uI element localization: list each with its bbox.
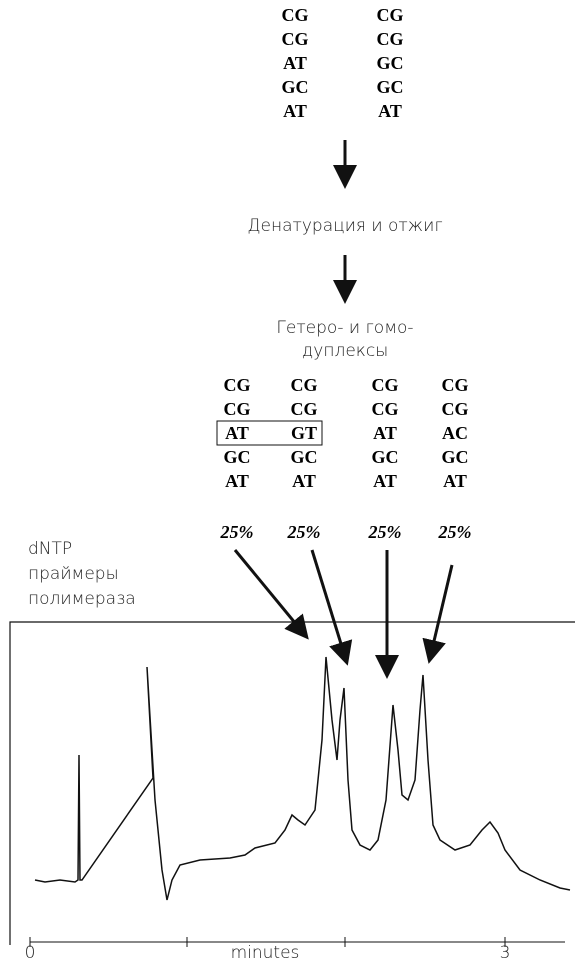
percentage: 25%: [438, 522, 472, 542]
reagent: полимераза: [28, 589, 136, 609]
base-pair: GC: [224, 447, 251, 467]
highlight-box: [216, 420, 323, 446]
base-pair: AT: [378, 101, 402, 121]
arrows: [233, 549, 454, 679]
reagent: праймеры: [28, 564, 119, 584]
base-pair: CG: [224, 375, 251, 395]
base-pair: GC: [442, 447, 469, 467]
base-pair: CG: [291, 399, 318, 419]
step-label: Денатурация и отжиг: [247, 216, 442, 236]
base-pair: GC: [291, 447, 318, 467]
base-pair: AT: [283, 53, 307, 73]
chart-frame: [9, 621, 575, 945]
duplexes: CG CG AT GC AT CG CG GT GC AT CG CG AT GC AT CG CG AC GC AT…: [220, 375, 472, 542]
base-pair: CG: [224, 399, 251, 419]
x-tick-label: 0: [25, 943, 36, 960]
base-pair: CG: [282, 29, 309, 49]
reagent: dNTP: [28, 539, 72, 559]
percentage: 25%: [220, 522, 254, 542]
base-pair: GC: [372, 447, 399, 467]
base-pair: AT: [283, 101, 307, 121]
base-pair: GC: [282, 77, 309, 97]
base-pair: CG: [377, 29, 404, 49]
base-pair: CG: [291, 375, 318, 395]
base-pair: AT: [292, 471, 316, 491]
x-axis-label: minutes: [231, 943, 300, 960]
step-label: Гетеро- и гомо-: [276, 318, 413, 338]
base-pair: GC: [377, 77, 404, 97]
base-pair: CG: [372, 375, 399, 395]
base-pair: GT: [291, 423, 317, 443]
x-tick-label: 3: [500, 943, 511, 960]
percentage: 25%: [287, 522, 321, 542]
percentage: 25%: [368, 522, 402, 542]
base-pair: AT: [373, 471, 397, 491]
chromatogram: [34, 656, 571, 901]
base-pair: CG: [442, 375, 469, 395]
base-pair: AT: [225, 423, 249, 443]
base-pair: CG: [377, 5, 404, 25]
x-axis: [29, 937, 565, 947]
base-pair: GC: [377, 53, 404, 73]
base-pair: AT: [225, 471, 249, 491]
base-pair: AT: [443, 471, 467, 491]
base-pair: AT: [373, 423, 397, 443]
step-label: дуплексы: [302, 341, 388, 361]
base-pair: CG: [282, 5, 309, 25]
base-pair: CG: [442, 399, 469, 419]
base-pair: CG: [372, 399, 399, 419]
top-pairs: CG CG AT GC AT CG CG GC GC AT: [282, 5, 404, 121]
base-pair: AC: [442, 423, 468, 443]
